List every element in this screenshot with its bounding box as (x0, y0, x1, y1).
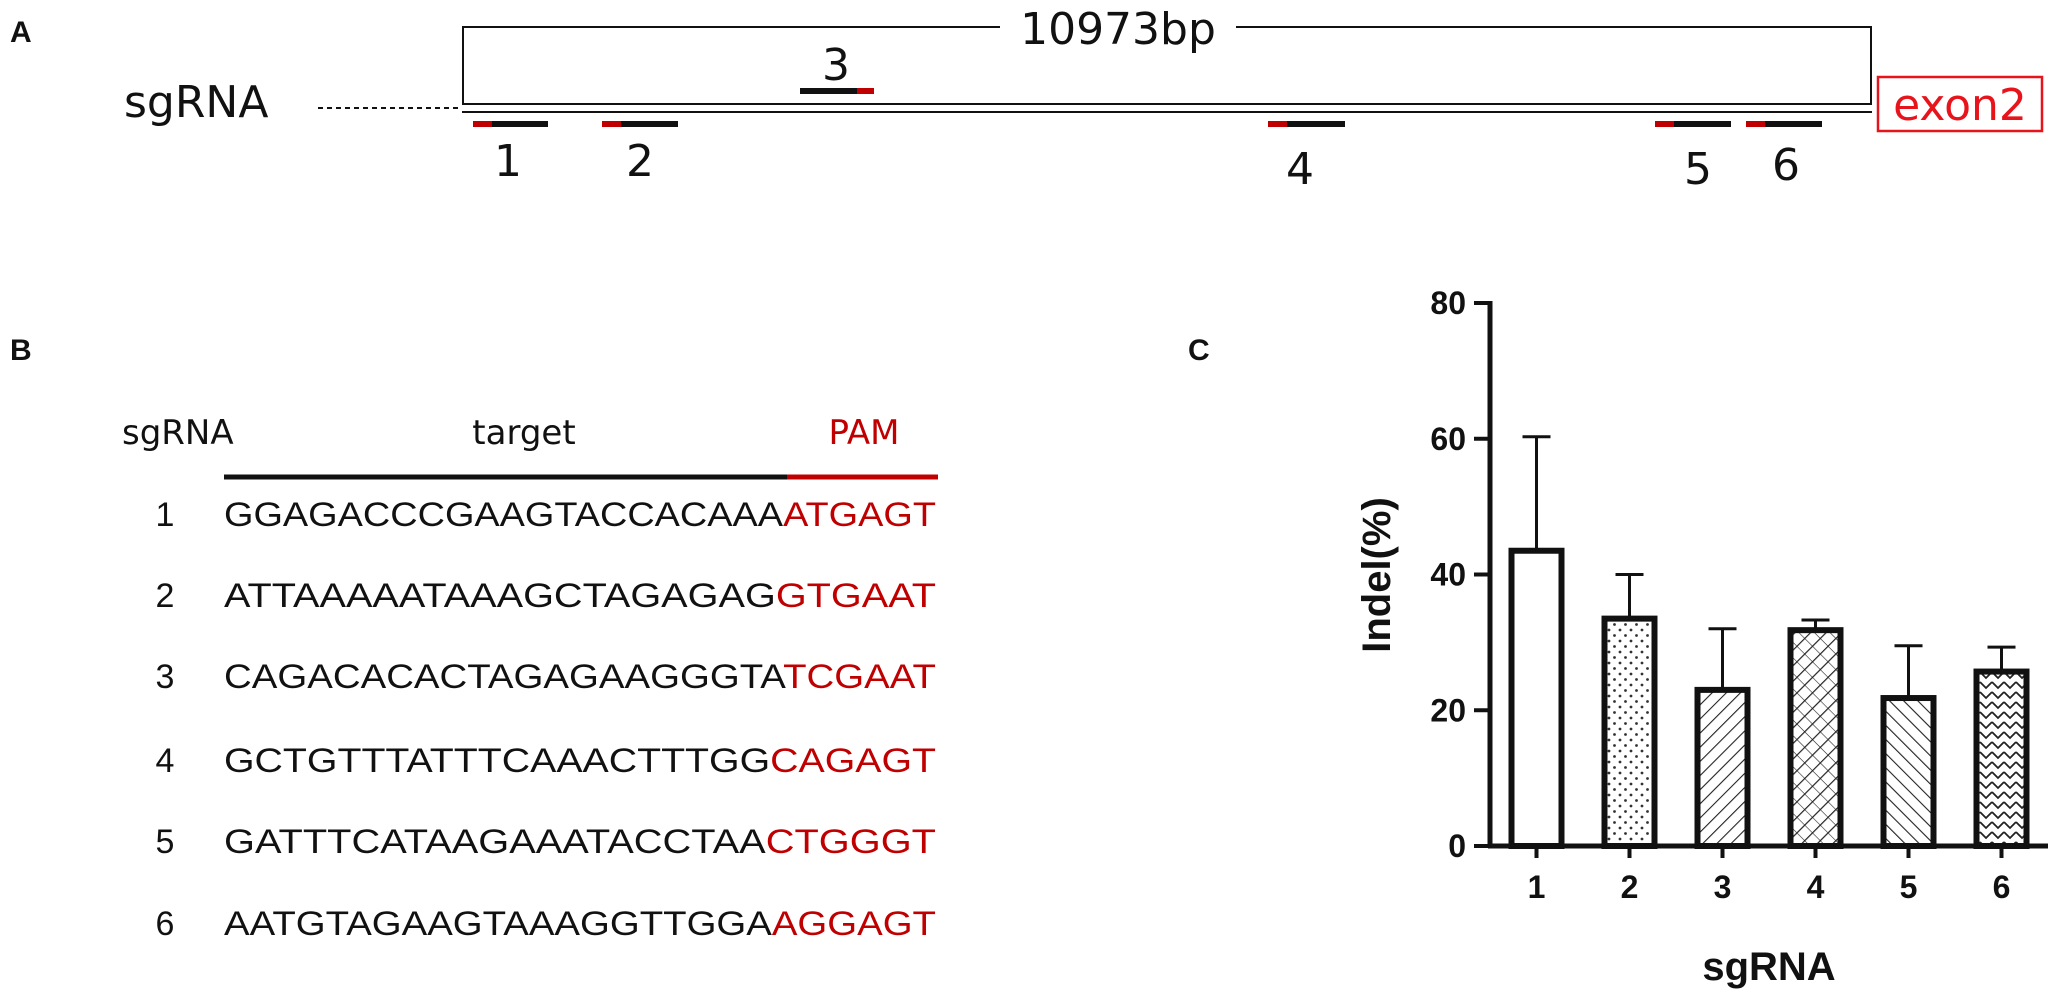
pam-sequence: CAGAGT (770, 742, 936, 780)
sequence-row-3: 3 CAGACACACTAGAGAAGGGTA TCGAAT (156, 658, 936, 696)
y-tick-label-40: 40 (1430, 557, 1466, 593)
pam-sequence: ATGAGT (783, 496, 936, 534)
x-tick-label-6: 6 (1993, 869, 2011, 905)
site-label-5: 5 (1684, 144, 1712, 195)
bar-4 (1787, 627, 1844, 849)
sequence-row-2: 2 ATTAAAAATAAAGCTAGAGAG GTGAAT (156, 577, 936, 615)
span-length-label: 10973bp (1020, 4, 1216, 55)
schematic-row-label: sgRNA (124, 77, 268, 128)
panel-b-sequence-table: sgRNA target PAM 1 GGAGACCCGAAGTACCACAAA… (122, 413, 938, 943)
sgrna-site-3: 3 (800, 40, 874, 94)
site-label-2: 2 (626, 136, 654, 187)
x-tick-label-4: 4 (1807, 869, 1825, 905)
target-sequence: CAGACACACTAGAGAAGGGTA (224, 658, 786, 696)
target-sequence: GGAGACCCGAAGTACCACAAA (224, 496, 783, 534)
y-tick-label-0: 0 (1448, 828, 1466, 864)
span-bracket-left (462, 26, 1000, 104)
sequence-row-5: 5 GATTTCATAAGAAATACCTAA CTGGGT (156, 823, 936, 861)
x-tick-label-3: 3 (1714, 869, 1732, 905)
target-sequence: ATTAAAAATAAAGCTAGAGAG (224, 577, 776, 615)
x-axis-title: sgRNA (1702, 945, 1835, 989)
row-id: 5 (156, 823, 175, 861)
row-id: 1 (156, 496, 175, 534)
row-id: 4 (156, 742, 175, 780)
y-axis-title: Indel(%) (1355, 497, 1399, 653)
bar-1 (1508, 547, 1565, 850)
panel-label-a: A (10, 16, 32, 49)
sequence-row-6: 6 AATGTAGAAGTAAAGGTTGGA AGGAGT (156, 905, 936, 943)
sequence-row-1: 1 GGAGACCCGAAGTACCACAAA ATGAGT (156, 496, 936, 534)
bar-3 (1694, 686, 1751, 850)
y-tick-label-20: 20 (1430, 692, 1466, 728)
x-tick-label-5: 5 (1900, 869, 1918, 905)
target-sequence: GATTTCATAAGAAATACCTAA (224, 823, 766, 861)
table-header-target: target (472, 413, 575, 453)
site-label-6: 6 (1772, 140, 1800, 191)
row-id: 2 (156, 577, 175, 615)
sgrna-site-6: 6 (1746, 121, 1822, 191)
sgrna-site-2: 2 (602, 121, 678, 187)
x-tick-label-2: 2 (1621, 869, 1639, 905)
exon2-box (1876, 75, 2044, 133)
exon2-label: exon2 (1893, 80, 2027, 131)
pam-sequence: TCGAAT (783, 658, 936, 696)
table-header-sgrna: sgRNA (122, 413, 234, 453)
site-label-1: 1 (494, 136, 522, 187)
y-tick-label-60: 60 (1430, 421, 1466, 457)
site-label-4: 4 (1286, 144, 1314, 195)
site-label-3: 3 (822, 40, 850, 91)
x-tick-label-1: 1 (1528, 869, 1546, 905)
panel-label-b: B (10, 334, 32, 367)
sequence-row-4: 4 GCTGTTTATTTCAAACTTTGG CAGAGT (156, 742, 936, 780)
y-tick-label-80: 80 (1430, 285, 1466, 321)
bar-2 (1601, 615, 1658, 850)
sgrna-site-5: 5 (1655, 121, 1731, 195)
panel-a-schematic: sgRNA 10973bp exon2 1 2 3 4 (124, 4, 2044, 195)
bar-6 (1973, 668, 2030, 850)
target-sequence: AATGTAGAAGTAAAGGTTGGA (224, 905, 772, 943)
sgrna-site-1: 1 (473, 121, 548, 187)
pam-sequence: CTGGGT (766, 823, 936, 861)
pam-sequence: GTGAAT (776, 577, 936, 615)
bar-5 (1880, 695, 1937, 849)
row-id: 6 (156, 905, 175, 943)
panel-label-c: C (1188, 334, 1210, 367)
table-header-pam: PAM (829, 413, 900, 453)
span-bracket-right (1236, 26, 1872, 104)
pam-sequence: AGGAGT (772, 905, 936, 943)
row-id: 3 (156, 658, 175, 696)
sgrna-site-4: 4 (1268, 121, 1345, 195)
target-sequence: GCTGTTTATTTCAAACTTTGG (224, 742, 770, 780)
